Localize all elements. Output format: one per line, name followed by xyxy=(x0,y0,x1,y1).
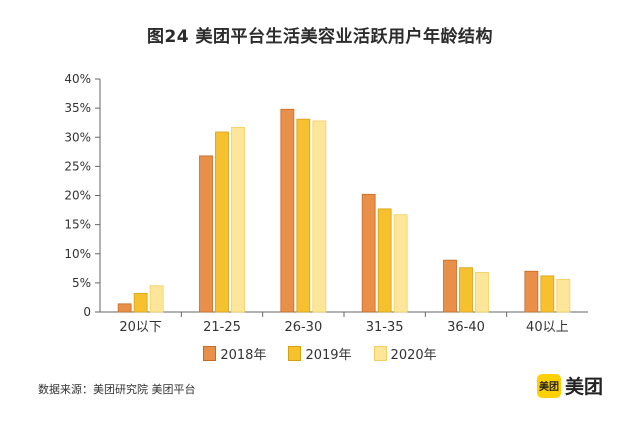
legend-item: 2019年 xyxy=(288,344,352,363)
y-tick-label: 30% xyxy=(64,130,91,144)
y-tick-label: 10% xyxy=(64,247,91,261)
bar-3-5 xyxy=(475,271,489,313)
legend-item: 2020年 xyxy=(373,344,437,363)
bar-2-3 xyxy=(296,118,311,313)
x-tick-label: 21-25 xyxy=(203,320,241,335)
x-tick-label: 26-30 xyxy=(284,320,322,335)
legend-swatch xyxy=(288,346,302,361)
bar-2-5 xyxy=(459,267,473,313)
x-tick-label: 31-35 xyxy=(366,320,404,335)
bar-2-4 xyxy=(377,208,392,313)
bar-2-6 xyxy=(540,275,555,313)
x-tick-label: 40以上 xyxy=(526,320,569,335)
chart-title: 图24 美团平台生活美容业活跃用户年龄结构 xyxy=(146,27,494,47)
bar-1-3 xyxy=(280,108,295,313)
y-tick-label: 35% xyxy=(64,101,91,115)
x-tick-label: 36-40 xyxy=(447,320,485,335)
bar-3-6 xyxy=(556,278,571,313)
y-tick-label: 20% xyxy=(64,189,91,203)
y-tick-label: 40% xyxy=(64,72,91,86)
legend-label: 2020年 xyxy=(390,348,437,363)
y-tick-label: 25% xyxy=(64,159,91,173)
bar-1-6 xyxy=(524,270,539,313)
legend-swatch xyxy=(203,346,217,361)
bar-3-4 xyxy=(393,214,408,313)
legend-label: 2018年 xyxy=(220,348,267,363)
bar-2-2 xyxy=(215,131,229,313)
meituan-badge-icon: 美团 xyxy=(537,373,561,398)
meituan-brand-name: 美团 xyxy=(565,376,604,398)
bar-chart: 0 5% 10% 15% 20% 25% 30% 35% 40% 20以下 21-25 26-30 31… xyxy=(64,72,588,335)
bar-1-4 xyxy=(361,193,376,313)
legend-label: 2019年 xyxy=(305,348,352,363)
bar-3-1 xyxy=(149,285,164,313)
legend-item: 2018年 xyxy=(203,344,266,363)
bar-3-3 xyxy=(312,120,327,313)
bar-3-2 xyxy=(231,126,245,313)
y-tick-label: 15% xyxy=(64,218,91,232)
legend-swatch xyxy=(373,346,387,361)
bar-2-1 xyxy=(133,292,148,313)
bar-1-2 xyxy=(199,155,213,313)
x-tick-label: 20以下 xyxy=(119,320,162,335)
source-note: 数据来源：美团研究院 美团平台 xyxy=(38,383,196,396)
bar-1-1 xyxy=(117,303,132,313)
legend: 2018年 2019年 2020年 xyxy=(0,344,640,363)
y-tick-label: 0 xyxy=(83,305,91,319)
bar-1-5 xyxy=(443,259,457,313)
meituan-logo: 美团 美团 xyxy=(537,372,603,399)
y-tick-label: 5% xyxy=(72,276,91,290)
